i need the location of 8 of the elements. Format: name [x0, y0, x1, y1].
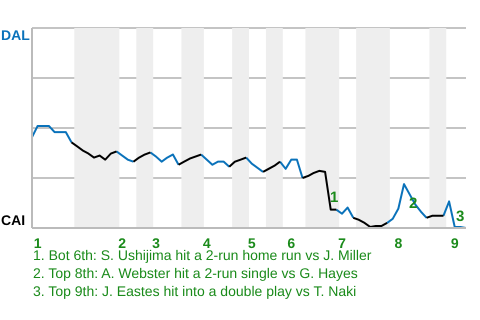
text: DAL [1, 26, 30, 44]
text: 3. Top 9th: J. Eastes hit into a double play vs T. Naki [33, 282, 358, 300]
annotation: 3 [456, 208, 464, 226]
text: 2. Top 8th: A. Webster hit a 2-run single vs G. Hayes [33, 264, 359, 282]
annotation: 1 [330, 189, 338, 207]
text: CAI [1, 211, 26, 229]
x-tick-label: 8 [394, 235, 402, 251]
x-tick-label: 9 [450, 235, 459, 251]
